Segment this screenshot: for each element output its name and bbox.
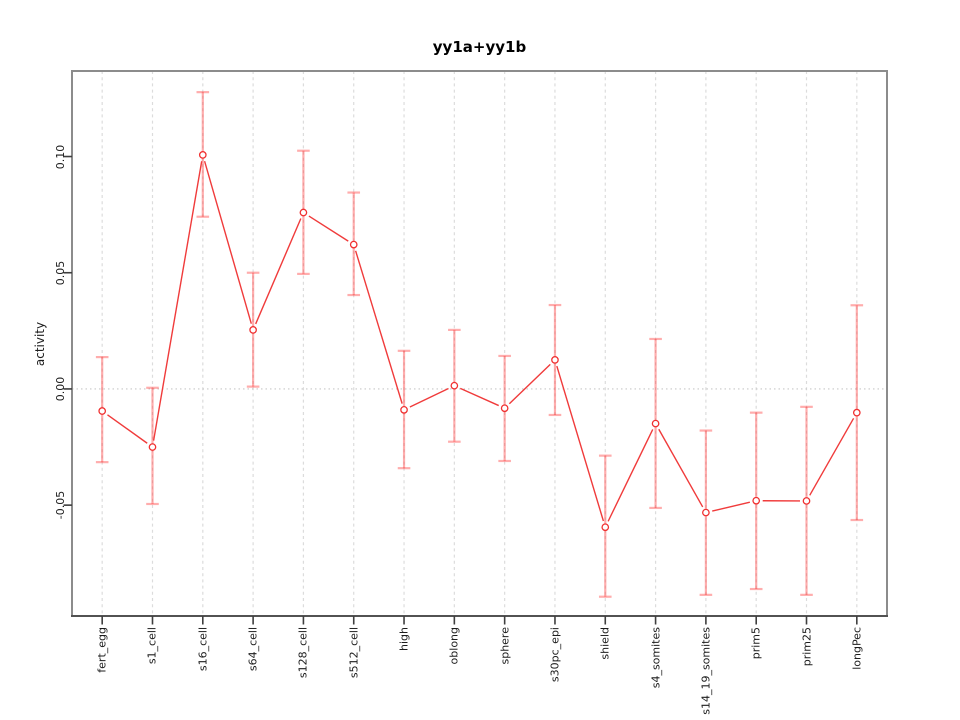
series-segment [607,429,654,522]
series-segment [107,414,148,444]
data-point [601,523,610,532]
y-tick-label: 0.05 [54,260,67,285]
data-point [249,326,257,334]
series-segment [459,387,500,407]
data-point [148,443,157,451]
x-tick-label: prim25 [800,627,813,667]
series-segment [508,363,551,405]
x-tick-label: oblong [447,627,461,665]
series-segment [354,250,403,404]
x-tick-label: s16_cell [196,627,210,672]
x-tick-label: s128_cell [296,627,310,679]
data-point [198,151,207,159]
x-tick-label: s14_19_somites [699,627,713,715]
x-tick-label: high [397,627,411,651]
data-point [651,419,660,428]
series-segment [556,365,605,522]
x-tick-label: s1_cell [145,627,159,665]
series-segment [409,387,449,408]
data-point [702,508,710,517]
chart-title: yy1a+yy1b [432,38,527,56]
series-segment [308,215,349,242]
data-point [400,406,408,414]
series-segment [203,160,252,324]
y-axis-title: activity [33,321,47,366]
y-tick-label: 0.10 [54,144,67,169]
x-tick-label: longPec [850,627,864,670]
y-tick-label: -0.05 [54,490,67,520]
x-tick-label: s30pc_epi [548,627,562,683]
series-segment [658,428,704,508]
x-tick-label: prim5 [749,627,763,660]
data-point [450,381,459,390]
x-tick-label: s64_cell [246,627,260,672]
series-segment [809,417,855,496]
x-tick-label: s4_somites [649,627,663,689]
series-segment [152,161,203,441]
data-point [500,404,509,413]
plot-border [71,70,888,617]
data-point [752,496,761,505]
x-tick-label: fert_egg [95,627,109,673]
y-tick-label: 0.00 [54,376,67,402]
x-tick-label: sphere [498,627,512,665]
data-point [551,356,559,364]
data-point [802,497,811,505]
data-point [349,240,358,249]
x-tick-label: shield [598,627,612,660]
data-point [299,208,308,217]
series-segment [712,501,751,512]
data-point [98,407,107,415]
data-point [852,408,861,417]
series-segment [255,218,302,325]
x-tick-label: s512_cell [347,627,361,679]
